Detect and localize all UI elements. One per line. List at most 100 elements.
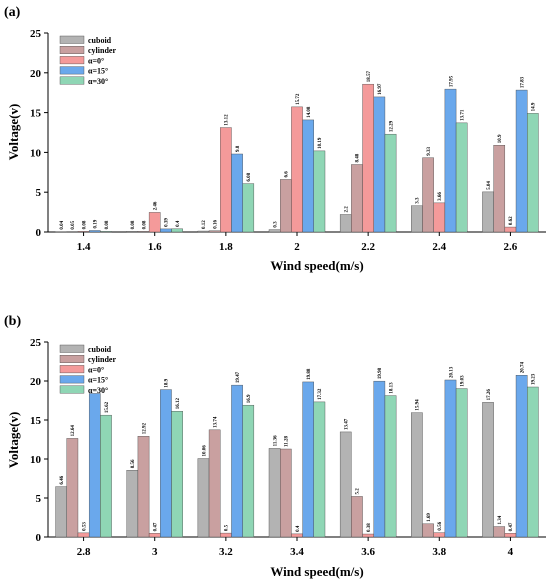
data-label: 3.66 xyxy=(438,192,443,201)
y-tick-label: 0 xyxy=(36,532,42,544)
bar-cuboid xyxy=(339,214,352,233)
bar-alpha0 xyxy=(220,127,232,233)
data-label: 0.08 xyxy=(82,220,87,229)
data-label: 12.92 xyxy=(142,422,147,434)
legend-swatch-cuboid xyxy=(59,35,85,44)
panel-label: (b) xyxy=(4,314,21,329)
data-label: 11.36 xyxy=(273,435,278,446)
bar-alpha0 xyxy=(291,106,303,233)
bar-cuboid xyxy=(197,230,210,233)
data-label: 0.56 xyxy=(438,521,443,530)
bar-cylinder xyxy=(493,526,506,538)
legend-swatch-alpha15 xyxy=(59,66,85,75)
bar-cuboid xyxy=(197,458,210,538)
legend-label-cylinder: cylinder xyxy=(88,355,116,364)
data-label: 13.71 xyxy=(460,109,465,121)
data-label: 13.47 xyxy=(345,418,350,430)
data-label: 3.3 xyxy=(416,197,421,204)
legend-swatch-alpha30 xyxy=(59,385,85,394)
x-tick-label: 2.6 xyxy=(504,241,518,253)
bar-alpha0 xyxy=(77,532,90,538)
data-label: 18.57 xyxy=(367,70,372,82)
data-label: 0.04 xyxy=(60,220,65,229)
bar-cylinder xyxy=(280,448,292,538)
data-label: 9.33 xyxy=(427,146,432,155)
bar-cuboid xyxy=(126,231,139,233)
data-label: 10.19 xyxy=(318,137,323,149)
y-tick-label: 15 xyxy=(30,415,42,427)
data-label: 5.2 xyxy=(356,488,361,495)
data-label: 1.34 xyxy=(498,515,503,524)
bar-alpha15 xyxy=(444,379,457,538)
bar-alpha0 xyxy=(433,532,446,538)
bar-alpha15 xyxy=(444,88,457,233)
bar-cylinder xyxy=(422,157,434,233)
bar-alpha30 xyxy=(242,183,255,233)
x-tick-label: 2 xyxy=(294,241,300,253)
data-label: 0.47 xyxy=(154,522,159,531)
data-label: 6.08 xyxy=(247,172,252,181)
bar-cuboid xyxy=(126,470,139,538)
data-label: 0.05 xyxy=(71,220,76,229)
data-label: 2.2 xyxy=(345,206,350,213)
bar-cylinder xyxy=(493,145,506,233)
chart-panel-b: (b) 0 5 10 15 20 25 Voltage(v) Wind speed(m/s) 2.… xyxy=(4,314,546,579)
data-label: 0.47 xyxy=(509,522,514,531)
data-label: 8.48 xyxy=(356,153,361,162)
data-label: 19.47 xyxy=(236,371,241,383)
data-label: 6.6 xyxy=(285,171,290,178)
data-label: 0.4 xyxy=(296,525,301,532)
y-tick-label: 0 xyxy=(36,227,42,239)
x-tick-label: 2.2 xyxy=(361,241,375,253)
x-tick-label: 3.6 xyxy=(361,546,375,558)
legend-swatch-alpha30 xyxy=(59,76,85,85)
data-label: 17.83 xyxy=(520,76,525,88)
bar-alpha15 xyxy=(373,96,386,233)
bar-alpha30 xyxy=(100,414,112,538)
bar-alpha15 xyxy=(88,230,101,233)
bar-cuboid xyxy=(268,448,281,538)
data-label: 9.8 xyxy=(236,145,241,152)
data-label: 0.38 xyxy=(367,523,372,532)
data-label: 0.08 xyxy=(131,220,136,229)
bar-cylinder xyxy=(208,230,221,233)
x-tick-label: 3.8 xyxy=(432,546,446,558)
bar-alpha0 xyxy=(504,533,517,538)
bar-alpha30 xyxy=(527,113,539,233)
bar-alpha30 xyxy=(455,122,468,233)
data-label: 13.12 xyxy=(225,114,230,126)
y-tick-label: 25 xyxy=(30,28,42,40)
data-label: 5.04 xyxy=(487,181,492,190)
data-label: 10.9 xyxy=(498,134,503,143)
data-label: 0.3 xyxy=(273,221,278,228)
y-tick-label: 25 xyxy=(30,337,42,349)
data-label: 0.4 xyxy=(176,220,181,227)
x-tick-label: 1.8 xyxy=(219,241,233,253)
bar-cuboid xyxy=(268,229,281,233)
data-label: 19.98 xyxy=(378,367,383,379)
bar-alpha15 xyxy=(231,384,243,538)
bar-cylinder xyxy=(351,496,363,538)
data-label: 17.32 xyxy=(318,388,323,400)
data-label: 15.94 xyxy=(416,399,421,411)
bar-alpha30 xyxy=(171,228,183,233)
bar-alpha30 xyxy=(313,401,326,538)
bar-alpha15 xyxy=(515,375,528,538)
legend-label-cuboid: cuboid xyxy=(88,36,112,45)
data-label: 0.12 xyxy=(202,220,207,229)
bar-alpha15 xyxy=(160,389,172,538)
bar-alpha0 xyxy=(504,226,517,233)
legend-swatch-alpha0 xyxy=(59,56,85,65)
x-tick-label: 1.6 xyxy=(148,241,162,253)
x-tick-label: 3 xyxy=(152,546,158,558)
legend-swatch-alpha15 xyxy=(59,375,85,384)
x-axis-title: Wind speed(m/s) xyxy=(270,564,363,579)
data-label: 16.12 xyxy=(176,398,181,410)
legend-label-alpha15: α=15° xyxy=(88,67,108,76)
x-tick-label: 4 xyxy=(508,546,514,558)
bar-cylinder xyxy=(280,179,292,233)
data-label: 20.13 xyxy=(449,366,454,378)
data-label: 17.26 xyxy=(487,389,492,401)
y-tick-label: 10 xyxy=(30,454,42,466)
data-label: 8.56 xyxy=(131,459,136,468)
